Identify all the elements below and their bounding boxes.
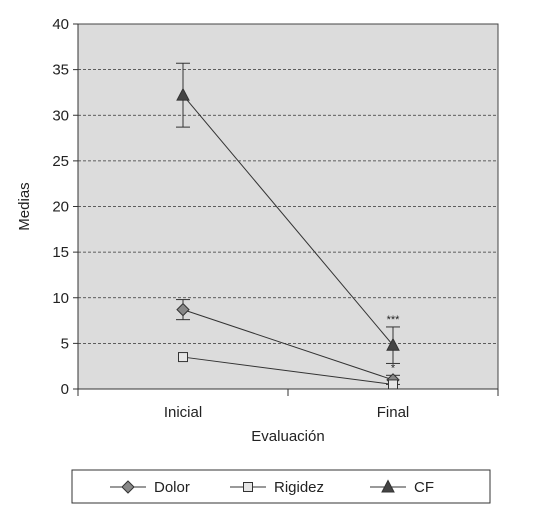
legend-label: Rigidez: [274, 479, 324, 496]
legend-item-rigidez: Rigidez: [230, 479, 324, 496]
legend: Dolor Rigidez CF: [71, 469, 491, 504]
x-tick-label: Inicial: [164, 404, 202, 421]
legend-marker: [381, 479, 395, 493]
y-tick-label: 40: [52, 16, 69, 33]
y-tick-label: 0: [61, 381, 69, 398]
y-tick-label: 15: [52, 244, 69, 261]
x-tick-label: Final: [377, 404, 410, 421]
data-point: [176, 87, 190, 101]
data-point: [388, 379, 398, 390]
series-rigidez: [178, 352, 398, 390]
y-tick-label: 10: [52, 290, 69, 307]
series-cf: ***: [176, 62, 401, 364]
data-point: [386, 337, 400, 351]
series-group: ****: [176, 62, 401, 390]
y-tick-label: 35: [52, 62, 69, 79]
legend-label: CF: [414, 479, 434, 496]
data-point: [178, 352, 188, 363]
y-axis-title: Medias: [16, 182, 33, 230]
series-line: [182, 94, 394, 346]
x-axis-title: Evaluación: [251, 428, 324, 445]
y-tick-label: 30: [52, 107, 69, 124]
legend-label: Dolor: [154, 479, 190, 496]
legend-marker: [121, 480, 135, 494]
legend-item-dolor: Dolor: [110, 479, 190, 496]
legend-item-cf: CF: [370, 479, 434, 496]
axes-group: 0 5 10 15 20 25 30 35 40 Inicial Final: [52, 16, 499, 421]
series-line: [182, 309, 394, 381]
y-tick-label: 20: [52, 199, 69, 216]
data-point: [176, 302, 190, 317]
y-tick-label: 25: [52, 153, 69, 170]
plot-area-group: [77, 23, 499, 390]
y-tick-label: 5: [61, 335, 69, 352]
legend-marker: [243, 482, 253, 492]
significance-label: ***: [387, 314, 401, 326]
series-line: [182, 356, 394, 385]
significance-label: *: [391, 362, 396, 374]
